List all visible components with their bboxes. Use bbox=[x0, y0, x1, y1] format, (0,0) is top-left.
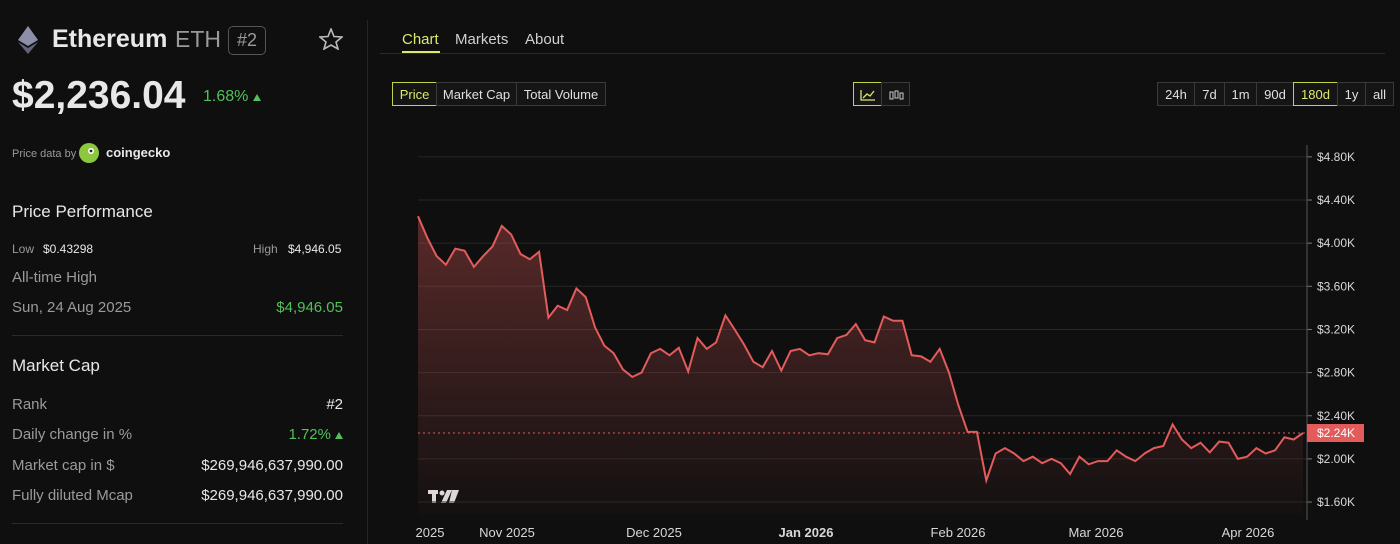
x-tick-label: 2025 bbox=[416, 525, 445, 540]
row-value: 1.72% bbox=[288, 426, 331, 443]
divider bbox=[12, 523, 343, 524]
ath-label: All-time High bbox=[12, 269, 98, 286]
range-button[interactable]: 24h bbox=[1157, 82, 1195, 106]
y-tick-label: $3.20K bbox=[1317, 322, 1355, 336]
last-price-label: $2.24K bbox=[1317, 426, 1355, 440]
low-value: $0.43298 bbox=[43, 242, 94, 256]
row-label: Daily change in % bbox=[12, 426, 133, 443]
row-value: $269,946,637,990.00 bbox=[201, 487, 343, 504]
metric-button[interactable]: Market Cap bbox=[436, 82, 517, 106]
x-tick-label: Dec 2025 bbox=[626, 525, 682, 540]
tab[interactable]: Markets bbox=[455, 31, 509, 48]
price: $2,236.04 bbox=[12, 74, 186, 117]
y-tick-label: $4.40K bbox=[1317, 193, 1355, 207]
tab-underline bbox=[380, 53, 1385, 54]
divider bbox=[12, 335, 343, 336]
price-line bbox=[417, 215, 1304, 485]
x-tick-label: Nov 2025 bbox=[479, 525, 535, 540]
price-source[interactable]: coingecko bbox=[106, 145, 171, 160]
panel-divider bbox=[367, 20, 368, 544]
row-label: Market cap in $ bbox=[12, 457, 115, 474]
row-value: #2 bbox=[326, 396, 343, 413]
range-button[interactable]: 1m bbox=[1224, 82, 1257, 106]
range-button[interactable]: 180d bbox=[1293, 82, 1338, 106]
section-title: Market Cap bbox=[12, 356, 100, 375]
line-chart-button[interactable] bbox=[853, 82, 882, 106]
ath-date: Sun, 24 Aug 2025 bbox=[12, 299, 132, 316]
coingecko-logo bbox=[79, 143, 99, 163]
ath-value: $4,946.05 bbox=[276, 299, 343, 316]
rank-badge: #2 bbox=[228, 26, 266, 55]
favorite-star[interactable] bbox=[319, 28, 343, 50]
price-area bbox=[418, 216, 1303, 515]
up-arrow bbox=[253, 94, 261, 101]
range-button[interactable]: 7d bbox=[1194, 82, 1225, 106]
up-arrow bbox=[335, 432, 343, 439]
x-tick-label: Mar 2026 bbox=[1069, 525, 1124, 540]
metric-button[interactable]: Price bbox=[392, 82, 437, 106]
price-change: 1.68% bbox=[203, 88, 249, 105]
eth-logo bbox=[18, 26, 38, 54]
coin-symbol: ETH bbox=[175, 26, 221, 52]
last-price-badge bbox=[1307, 424, 1364, 443]
active-tab-indicator bbox=[402, 51, 440, 53]
row-value: $269,946,637,990.00 bbox=[201, 457, 343, 474]
y-tick-label: $2.00K bbox=[1317, 452, 1355, 466]
row-label: Rank bbox=[12, 396, 48, 413]
y-tick-label: $4.80K bbox=[1317, 150, 1355, 164]
low-label: Low bbox=[12, 242, 35, 256]
range-button[interactable]: 1y bbox=[1337, 82, 1366, 106]
x-tick-label: Jan 2026 bbox=[779, 525, 834, 540]
y-tick-label: $2.40K bbox=[1317, 409, 1355, 423]
metric-button[interactable]: Total Volume bbox=[516, 82, 606, 106]
coin-name: Ethereum bbox=[52, 25, 168, 53]
y-tick-label: $2.80K bbox=[1317, 366, 1355, 380]
row-label: Fully diluted Mcap bbox=[12, 487, 133, 504]
x-tick-label: Feb 2026 bbox=[931, 525, 986, 540]
y-tick-label: $4.00K bbox=[1317, 236, 1355, 250]
price-source-label: Price data by bbox=[12, 148, 77, 160]
x-tick-label: Apr 2026 bbox=[1222, 525, 1275, 540]
high-value: $4,946.05 bbox=[288, 242, 342, 256]
section-title: Price Performance bbox=[12, 202, 153, 221]
high-label: High bbox=[253, 242, 278, 256]
tab[interactable]: About bbox=[525, 31, 565, 48]
range-button[interactable]: all bbox=[1365, 82, 1394, 106]
tab[interactable]: Chart bbox=[402, 31, 439, 48]
y-tick-label: $3.60K bbox=[1317, 279, 1355, 293]
range-button[interactable]: 90d bbox=[1256, 82, 1294, 106]
y-tick-label: $1.60K bbox=[1317, 495, 1355, 509]
candle-chart-button[interactable] bbox=[881, 82, 910, 106]
